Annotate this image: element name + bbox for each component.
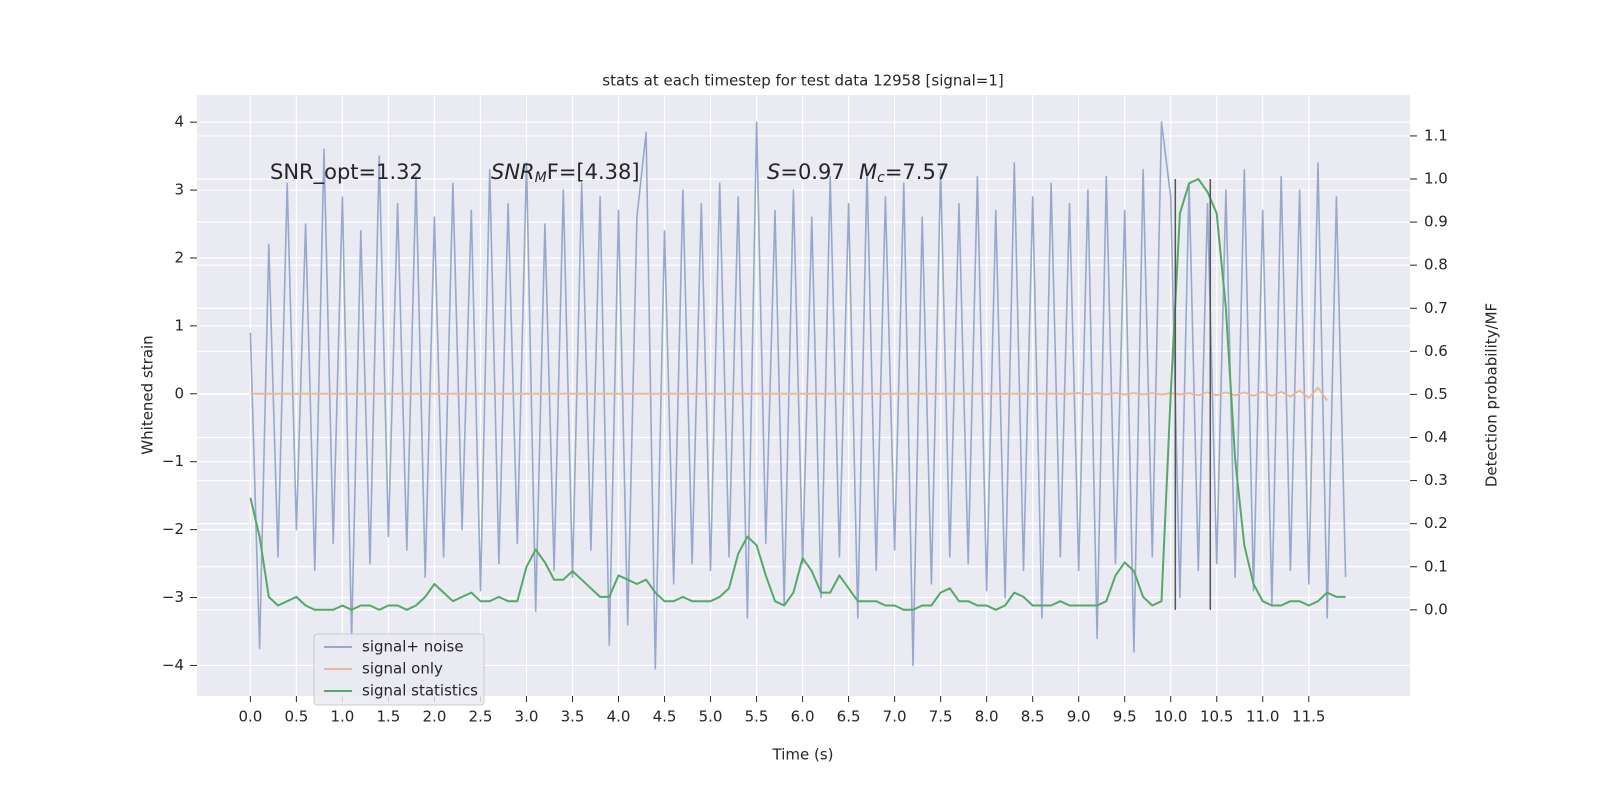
x-tick-label: 0.0 <box>238 708 262 726</box>
x-tick-label: 1.0 <box>330 708 354 726</box>
y-tick-label: −1 <box>162 452 184 470</box>
y2-axis-label: Detection probability/MF <box>1483 303 1501 487</box>
x-tick-label: 2.0 <box>423 708 447 726</box>
series-line <box>249 178 1346 611</box>
y2-tick-label: 0.4 <box>1424 428 1448 446</box>
x-tick-label: 2.5 <box>469 708 493 726</box>
y2-tick-label: 1.0 <box>1424 170 1448 188</box>
legend-box <box>313 633 485 706</box>
y2-tick-label: 0.7 <box>1424 299 1448 317</box>
annotation-part: c <box>877 170 885 186</box>
y-tick-label: −3 <box>162 588 184 606</box>
x-tick-label: 9.0 <box>1067 708 1091 726</box>
series-line <box>250 386 1329 402</box>
x-tick-label: 8.5 <box>1021 708 1045 726</box>
x-tick-label: 5.0 <box>699 708 723 726</box>
y-tick-label: −2 <box>162 520 184 538</box>
annotation: Mc=7.57 <box>859 160 949 186</box>
legend-label: signal+ noise <box>362 638 464 656</box>
y2-tick-label: 0.6 <box>1424 342 1448 360</box>
annotation-part: SNR <box>491 160 535 184</box>
y-tick-label: 4 <box>174 113 184 131</box>
y2-tick-label: 0.3 <box>1424 471 1448 489</box>
y-tick-label: 1 <box>174 316 184 334</box>
x-tick-label: 4.0 <box>607 708 631 726</box>
annotation-part: SNR_opt=1.32 <box>270 160 423 185</box>
y2-tick-label: 0.9 <box>1424 213 1448 231</box>
chart-title: stats at each timestep for test data 129… <box>602 72 1003 90</box>
y-axis-label: Whitened strain <box>139 335 157 454</box>
annotation-part: =7.57 <box>885 160 949 184</box>
y-tick-label: −4 <box>162 656 184 674</box>
y-tick-label: 0 <box>174 384 184 402</box>
x-tick-label: 11.0 <box>1246 708 1279 726</box>
x-tick-label: 6.5 <box>837 708 861 726</box>
x-tick-label: 11.5 <box>1292 708 1325 726</box>
annotation-part: =0.97 <box>780 160 844 184</box>
y2-tick-label: 0.2 <box>1424 514 1448 532</box>
y2-tick-label: 0.5 <box>1424 385 1448 403</box>
annotation: S=0.97 <box>767 160 845 184</box>
x-tick-label: 5.5 <box>745 708 769 726</box>
grid <box>197 95 1410 696</box>
x-tick-label: 10.5 <box>1200 708 1233 726</box>
x-tick-label: 3.5 <box>561 708 585 726</box>
legend-label: signal only <box>362 660 443 678</box>
x-tick-label: 6.0 <box>791 708 815 726</box>
y-tick-label: 3 <box>174 181 184 199</box>
y2-tick-label: 0.1 <box>1424 557 1448 575</box>
x-tick-label: 1.5 <box>376 708 400 726</box>
annotation-part: M <box>535 170 547 186</box>
x-tick-label: 3.0 <box>515 708 539 726</box>
x-tick-label: 0.5 <box>284 708 308 726</box>
series-line <box>249 121 1347 670</box>
annotation: SNRMF=[4.38] <box>491 160 640 186</box>
y2-tick-label: 0.8 <box>1424 256 1448 274</box>
x-tick-label: 9.5 <box>1113 708 1137 726</box>
x-tick-label: 10.0 <box>1154 708 1187 726</box>
legend-label: signal statistics <box>362 682 478 700</box>
x-tick-label: 8.0 <box>975 708 999 726</box>
annotation-part: S <box>767 160 780 184</box>
x-axis-label: Time (s) <box>772 746 834 764</box>
annotation: SNR_opt=1.32 <box>270 160 423 185</box>
x-tick-label: 7.5 <box>929 708 953 726</box>
x-tick-label: 4.5 <box>653 708 677 726</box>
annotation-part: M <box>859 160 877 184</box>
annotation-part: F=[4.38] <box>547 160 640 184</box>
x-tick-label: 7.0 <box>883 708 907 726</box>
y2-tick-label: 1.1 <box>1424 126 1448 144</box>
y-tick-label: 2 <box>174 248 184 266</box>
y2-tick-label: 0.0 <box>1424 600 1448 618</box>
